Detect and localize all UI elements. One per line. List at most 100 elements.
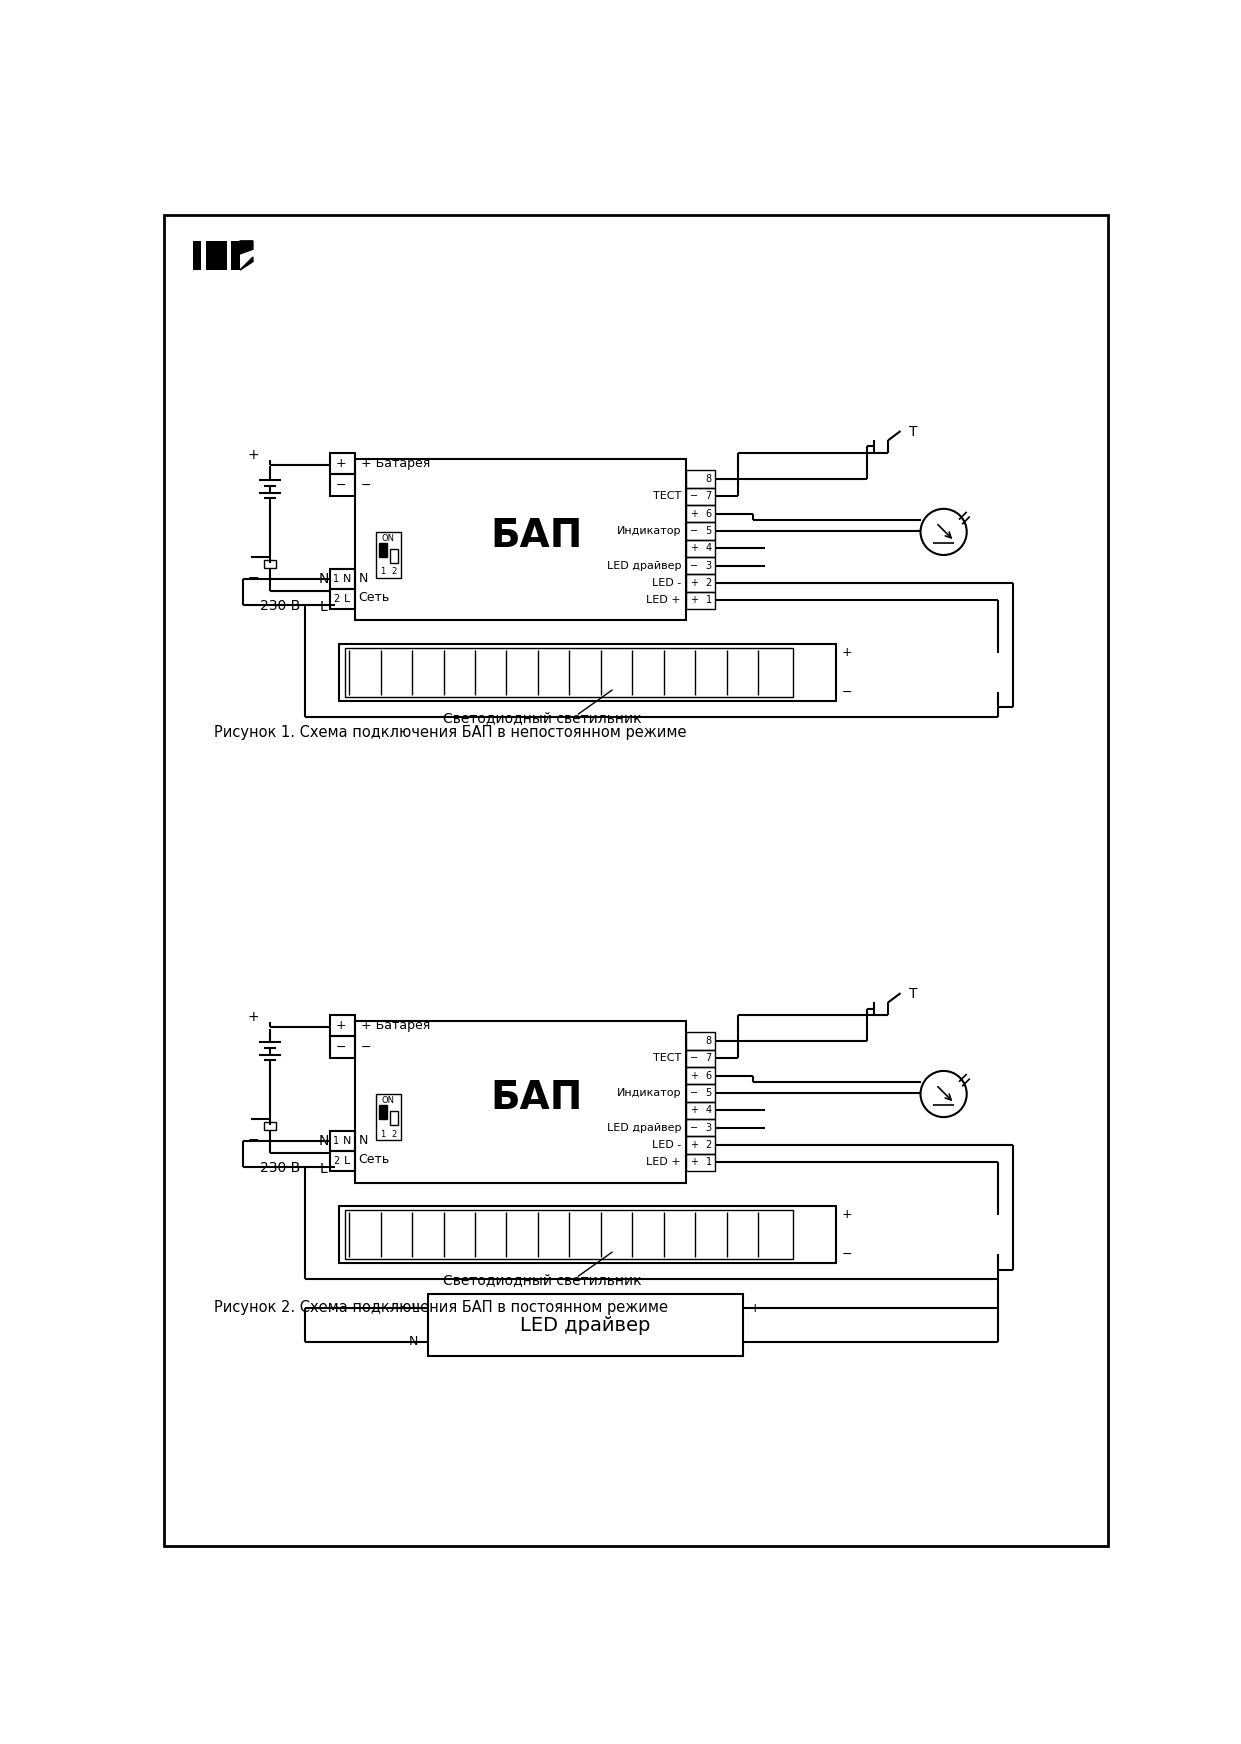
Bar — [376, 532, 401, 577]
Bar — [686, 1032, 715, 1050]
Text: ON: ON — [382, 534, 395, 542]
Text: 3: 3 — [706, 1123, 712, 1132]
Text: LED -: LED - — [652, 577, 681, 588]
Text: −: − — [690, 492, 699, 501]
Text: 7: 7 — [706, 1053, 712, 1064]
Text: T: T — [908, 987, 917, 1001]
Text: Индикатор: Индикатор — [617, 527, 681, 535]
Text: −: − — [690, 1053, 699, 1064]
Bar — [339, 1205, 836, 1263]
Bar — [330, 474, 355, 495]
Text: −: − — [361, 1041, 371, 1053]
Bar — [192, 241, 201, 270]
Text: БАП: БАП — [490, 516, 583, 555]
Bar — [686, 506, 715, 521]
Text: Рисунок 2. Схема подключения БАП в постоянном режиме: Рисунок 2. Схема подключения БАП в посто… — [213, 1299, 668, 1315]
Text: −: − — [690, 1123, 699, 1132]
Text: +: + — [690, 509, 699, 518]
Text: +: + — [750, 1301, 761, 1315]
Text: Сеть: Сеть — [359, 1153, 390, 1167]
Text: T: T — [908, 426, 917, 439]
Text: 2: 2 — [391, 1130, 396, 1139]
Bar — [215, 249, 227, 260]
Text: 8: 8 — [706, 1036, 712, 1046]
Text: −: − — [841, 1247, 853, 1261]
Bar — [264, 1123, 276, 1130]
Bar — [686, 1137, 715, 1155]
Text: L: L — [412, 1301, 418, 1315]
Text: Светодиодный светильник: Светодиодный светильник — [443, 712, 642, 726]
Text: 1: 1 — [706, 1158, 712, 1167]
Bar — [218, 241, 227, 270]
Text: +: + — [247, 448, 259, 462]
Bar — [330, 1130, 355, 1151]
Bar — [376, 1093, 401, 1141]
Text: +: + — [690, 577, 699, 588]
Text: −: − — [750, 1336, 759, 1348]
Text: −: − — [361, 478, 371, 492]
Bar — [330, 569, 355, 589]
Bar — [390, 549, 397, 563]
Text: L: L — [320, 600, 328, 614]
Bar — [686, 521, 715, 539]
Bar — [264, 560, 276, 569]
Bar — [355, 1020, 686, 1182]
Bar — [355, 459, 686, 621]
Text: + Батарея: + Батарея — [361, 457, 429, 469]
Text: ТЕСТ: ТЕСТ — [653, 492, 681, 501]
Bar — [345, 649, 793, 696]
Bar — [380, 542, 387, 556]
Bar — [390, 1111, 397, 1125]
Bar — [686, 471, 715, 488]
Text: +: + — [690, 1141, 699, 1149]
Polygon shape — [240, 241, 253, 255]
Text: LED -: LED - — [652, 1141, 681, 1149]
Bar — [686, 1085, 715, 1102]
Text: +: + — [841, 647, 853, 659]
Text: +: + — [335, 457, 346, 469]
Text: ON: ON — [382, 1095, 395, 1104]
Text: БАП: БАП — [490, 1080, 583, 1116]
Text: 2: 2 — [706, 577, 712, 588]
Bar — [686, 574, 715, 591]
Text: ТЕСТ: ТЕСТ — [653, 1053, 681, 1064]
Text: +: + — [841, 1209, 853, 1221]
Text: Светодиодный светильник: Светодиодный светильник — [443, 1273, 642, 1287]
Bar — [215, 251, 227, 262]
Text: N: N — [343, 574, 351, 584]
Text: +: + — [690, 595, 699, 605]
Bar — [428, 1294, 743, 1355]
Text: 1: 1 — [333, 574, 339, 584]
Bar — [330, 589, 355, 609]
Bar — [231, 241, 240, 270]
Bar — [206, 262, 227, 270]
Text: 3: 3 — [706, 560, 712, 570]
Text: +: + — [247, 1010, 259, 1024]
Text: Индикатор: Индикатор — [617, 1088, 681, 1099]
Bar — [380, 1104, 387, 1118]
Text: 2: 2 — [333, 595, 339, 603]
Text: 5: 5 — [706, 1088, 712, 1099]
Text: 1: 1 — [706, 595, 712, 605]
Text: 230 В~: 230 В~ — [259, 1162, 311, 1175]
Text: LED +: LED + — [647, 1158, 681, 1167]
Text: +: + — [690, 1158, 699, 1167]
Text: −: − — [690, 560, 699, 570]
Polygon shape — [240, 256, 253, 270]
Text: LED драйвер: LED драйвер — [607, 1123, 681, 1132]
Text: N: N — [359, 1135, 367, 1148]
Text: LED +: LED + — [647, 595, 681, 605]
Text: −: − — [690, 527, 699, 535]
Bar — [330, 1151, 355, 1170]
Text: 4: 4 — [706, 544, 712, 553]
Text: 2: 2 — [333, 1156, 339, 1167]
Bar — [686, 591, 715, 609]
Bar — [686, 1067, 715, 1085]
Bar — [330, 1036, 355, 1059]
Text: Сеть: Сеть — [359, 591, 390, 603]
Text: N: N — [343, 1135, 351, 1146]
Text: L: L — [344, 595, 350, 603]
Text: 8: 8 — [706, 474, 712, 485]
Text: N: N — [319, 1134, 329, 1148]
Bar — [206, 241, 215, 270]
